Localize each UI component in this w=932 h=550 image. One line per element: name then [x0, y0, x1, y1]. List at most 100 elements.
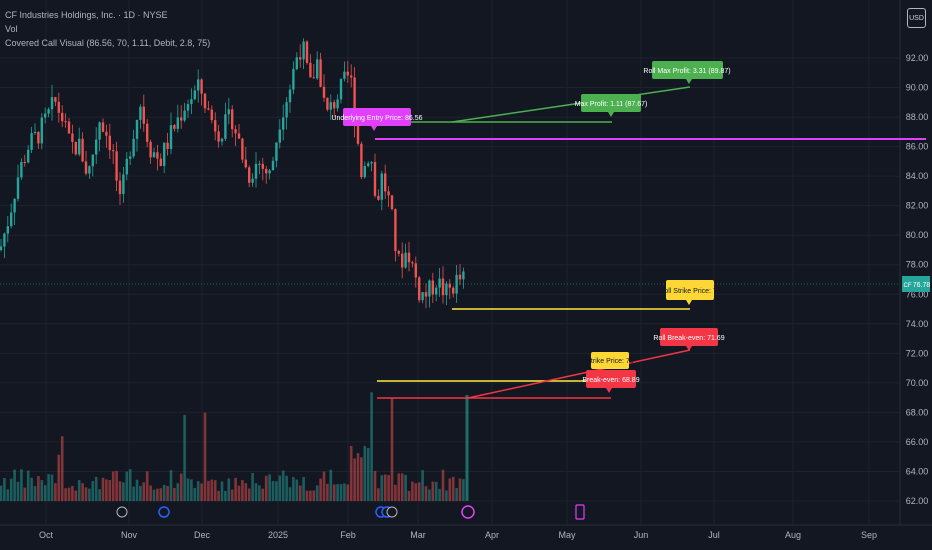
underlying-entry-label: Underlying Entry Price: 86.56	[331, 108, 423, 131]
candle-body	[251, 178, 254, 183]
volume-bar	[26, 470, 30, 501]
volume-bar	[434, 481, 438, 501]
roll-strike-text: Roll Strike Price: 75	[659, 288, 721, 295]
candle-body	[98, 122, 101, 140]
candle-body	[278, 129, 281, 143]
candle-body	[275, 142, 278, 161]
volume-bar	[295, 479, 299, 501]
candle-body	[149, 141, 152, 158]
candle-body	[302, 41, 305, 60]
volume-bar	[207, 480, 210, 501]
volume-indicator-label[interactable]: Vol	[5, 24, 18, 34]
volume-bar	[74, 490, 78, 501]
candle-body	[173, 125, 176, 129]
candle-body	[47, 109, 50, 114]
candle-body	[438, 278, 441, 288]
volume-bar	[346, 484, 350, 501]
candle-body	[129, 156, 132, 159]
candle-body	[288, 89, 292, 103]
time-axis[interactable]: Oct Nov Dec 2025 Feb Mar Apr May Jun Jul Aug Sep	[0, 524, 932, 540]
candle-body	[309, 62, 312, 78]
volume-bar	[268, 474, 271, 501]
volume-bar	[179, 473, 183, 501]
time-tick-label: Apr	[485, 530, 499, 540]
volume-bar	[234, 477, 237, 501]
candle-body	[217, 131, 220, 142]
volume-bar	[326, 483, 329, 501]
volume-bar	[57, 454, 61, 501]
candle-body	[190, 99, 193, 105]
candle-body	[312, 77, 315, 79]
volume-bars	[0, 392, 469, 501]
volume-bar	[111, 471, 115, 501]
volume-bar	[363, 445, 367, 501]
candle-body	[210, 109, 213, 121]
volume-bar	[336, 484, 339, 501]
candle-body	[370, 162, 373, 164]
candle-body	[285, 102, 288, 118]
covered-call-indicator-label[interactable]: Covered Call Visual (86.56, 70, 1.11, De…	[5, 38, 211, 48]
currency-button[interactable]: USD	[907, 8, 926, 28]
volume-bar	[47, 474, 50, 501]
chart-legend: CF Industries Holdings, Inc. · 1D · NYSE…	[5, 8, 210, 50]
candle-body	[57, 101, 60, 113]
dividend-marker[interactable]	[386, 506, 398, 518]
candle-body	[156, 152, 159, 159]
symbol-title[interactable]: CF Industries Holdings, Inc. · 1D · NYSE	[5, 10, 168, 20]
price-tick-label: 84.00	[906, 171, 929, 181]
price-tick-label: 80.00	[906, 230, 929, 240]
candle-body	[373, 162, 377, 196]
candle-body	[203, 93, 207, 109]
candle-body	[265, 168, 268, 174]
future-earnings-marker[interactable]	[575, 504, 585, 520]
volume-bar	[230, 489, 234, 501]
candle-body	[61, 112, 64, 122]
volume-bar	[387, 475, 390, 501]
candle-body	[418, 277, 421, 301]
volume-bar	[271, 481, 275, 501]
candle-body	[163, 142, 166, 166]
candle-body	[108, 135, 111, 151]
candle-body	[305, 41, 309, 63]
candle-body	[37, 131, 40, 144]
earnings-marker[interactable]	[158, 506, 170, 518]
candle-body	[401, 253, 404, 268]
roll-break-even-label: Roll Break-even: 71.69	[653, 328, 725, 351]
volume-bar	[428, 489, 431, 501]
volume-bar	[305, 490, 309, 501]
volume-bar	[108, 480, 112, 501]
volume-bar	[173, 488, 176, 501]
candle-body	[197, 79, 200, 91]
dividend-marker[interactable]	[116, 506, 128, 518]
candle-body	[0, 246, 3, 250]
time-tick-label: Dec	[194, 530, 211, 540]
candle-body	[411, 262, 414, 264]
candle-body	[101, 122, 105, 132]
split-marker[interactable]	[461, 505, 475, 519]
candle-body	[458, 274, 462, 280]
volume-bar	[448, 478, 452, 501]
volume-bar	[9, 478, 13, 501]
candle-body	[20, 162, 23, 178]
candle-body	[13, 198, 16, 213]
time-tick-label: Oct	[39, 530, 54, 540]
volume-bar	[411, 481, 414, 501]
volume-bar	[149, 485, 152, 501]
candle-body	[258, 163, 261, 165]
volume-bar	[360, 457, 363, 501]
price-tick-label: 78.00	[906, 260, 929, 270]
volume-bar	[3, 478, 6, 501]
candle-body	[299, 57, 302, 60]
volume-bar	[370, 392, 373, 501]
candle-body	[176, 117, 179, 129]
price-tick-label: 74.00	[906, 319, 929, 329]
event-markers[interactable]	[116, 504, 585, 520]
volume-bar	[343, 483, 346, 501]
volume-bar	[210, 479, 214, 501]
candle-body	[397, 251, 400, 254]
volume-bar	[356, 453, 360, 501]
price-axis[interactable]: 92.00 90.00 88.00 86.00 84.00 82.00 80.00 78.00…	[906, 53, 929, 506]
volume-bar	[125, 471, 129, 501]
candle-body	[30, 133, 33, 150]
